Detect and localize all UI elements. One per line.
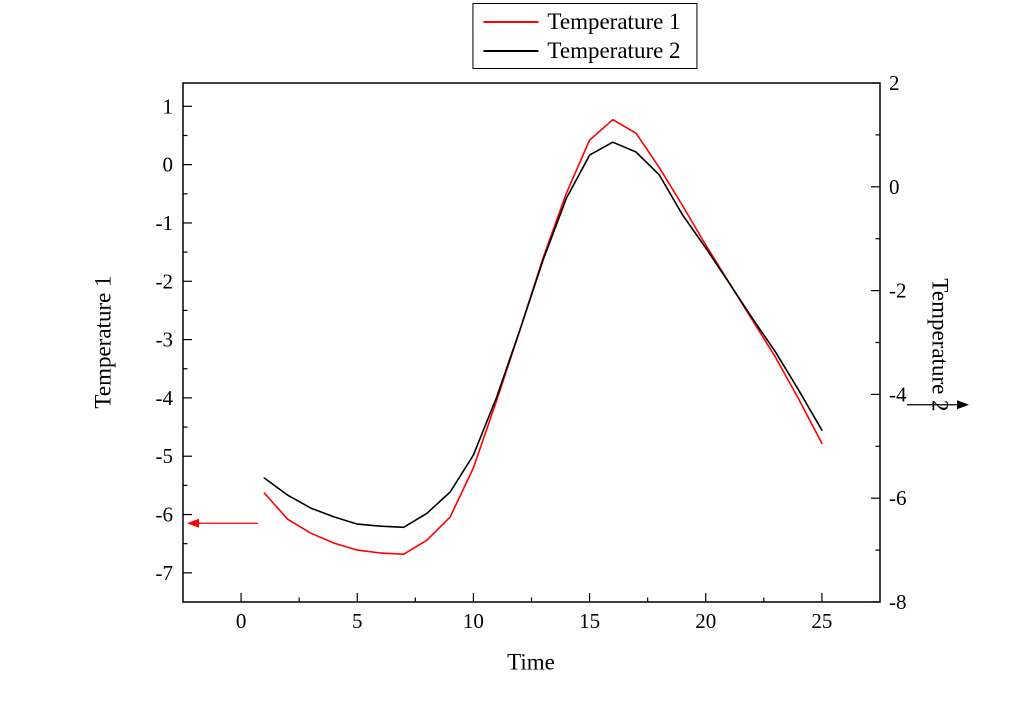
x-tick-label: 10 <box>463 609 484 633</box>
x-tick-label: 20 <box>695 609 716 633</box>
legend-item-temperature-2: Temperature 2 <box>483 36 681 65</box>
y-left-tick-label: -2 <box>156 269 174 293</box>
y-left-tick-label: -6 <box>156 503 174 527</box>
y-right-tick-label: 0 <box>889 175 900 199</box>
legend: Temperature 1 Temperature 2 <box>472 3 698 69</box>
left-axis-arrowhead <box>187 518 199 528</box>
series-line-temperature-2 <box>263 141 823 529</box>
x-tick-label: 25 <box>811 609 832 633</box>
y-left-tick-label: 0 <box>163 153 174 177</box>
y-right-tick-label: -2 <box>889 279 907 303</box>
legend-label-temperature-1: Temperature 1 <box>547 9 681 34</box>
x-axis-title: Time <box>507 649 555 675</box>
x-tick-label: 15 <box>579 609 600 633</box>
y-left-tick-label: -1 <box>156 211 174 235</box>
legend-label-temperature-2: Temperature 2 <box>547 38 681 63</box>
legend-line-sample-temperature-2 <box>483 49 539 52</box>
y-left-tick-label: -3 <box>156 328 174 352</box>
y-right-tick-label: -4 <box>889 382 907 406</box>
y-axis-title-left: Temperature 1 <box>90 275 116 409</box>
x-tick-label: 0 <box>236 609 247 633</box>
y-axis-title-right: Temperature 2 <box>927 278 953 412</box>
legend-item-temperature-1: Temperature 1 <box>483 7 681 36</box>
y-right-tick-label: 2 <box>889 71 900 95</box>
plot-frame <box>182 82 881 603</box>
right-axis-arrowhead <box>957 400 969 410</box>
x-tick-label: 5 <box>352 609 363 633</box>
y-left-tick-label: -4 <box>156 386 174 410</box>
y-right-tick-label: -6 <box>889 486 907 510</box>
y-right-tick-label: -8 <box>889 590 907 614</box>
y-left-tick-label: 1 <box>163 94 174 118</box>
series-line-temperature-1 <box>263 118 823 556</box>
legend-line-sample-temperature-1 <box>483 20 539 23</box>
y-left-tick-label: -7 <box>156 561 174 585</box>
y-left-tick-label: -5 <box>156 444 174 468</box>
